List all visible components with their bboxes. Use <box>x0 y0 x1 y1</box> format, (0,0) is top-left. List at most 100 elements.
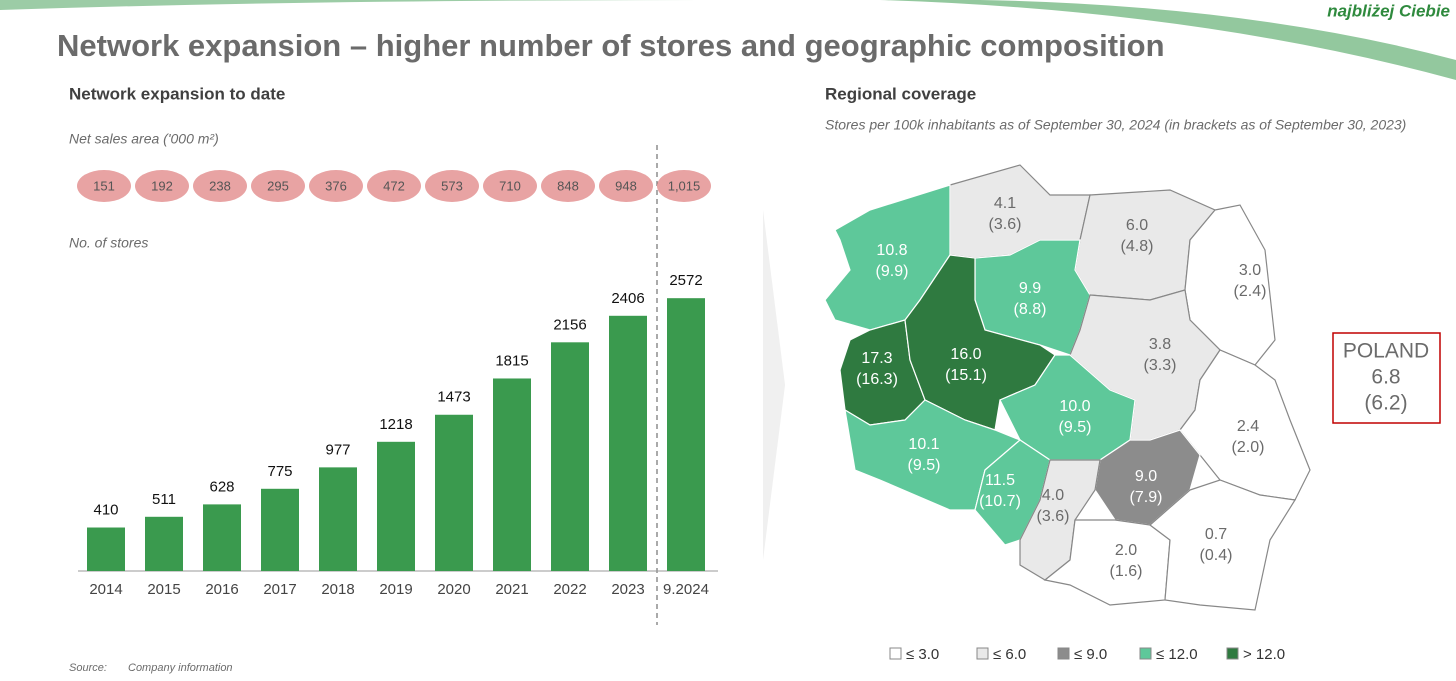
map-title: Regional coverage <box>825 84 976 103</box>
source-text: Company information <box>128 662 233 674</box>
region-value: 9.0 <box>1135 468 1157 485</box>
region-previous: (8.8) <box>1014 301 1047 318</box>
legend-swatch <box>1057 647 1070 660</box>
bar <box>145 516 183 571</box>
sales-area-oval <box>599 170 653 202</box>
sales-area-oval <box>77 170 131 202</box>
legend-label: > 12.0 <box>1243 646 1285 663</box>
poland-box <box>1332 332 1441 424</box>
x-tick-label: 2020 <box>437 581 470 598</box>
x-tick-label: 2017 <box>263 581 296 598</box>
region-value: 10.8 <box>876 242 907 259</box>
region-previous: (9.5) <box>1059 419 1092 436</box>
bar <box>377 441 415 571</box>
sales-area-oval <box>541 170 595 202</box>
bar <box>609 315 647 571</box>
sales-area-label: 151 <box>93 178 115 193</box>
sales-area-oval <box>309 170 363 202</box>
bar <box>87 527 125 571</box>
sales-area-label: 376 <box>325 178 347 193</box>
region-value: 17.3 <box>861 350 892 367</box>
region-previous: (9.9) <box>876 263 909 280</box>
poland-previous: (6.2) <box>1364 392 1407 415</box>
x-tick-label: 2021 <box>495 581 528 598</box>
sales-area-label: 948 <box>615 178 637 193</box>
sales-area-oval <box>251 170 305 202</box>
left-title: Network expansion to date <box>69 84 285 103</box>
x-tick-label: 2022 <box>553 581 586 598</box>
stores-label: No. of stores <box>69 235 148 251</box>
x-tick-label: 2023 <box>611 581 644 598</box>
bar <box>667 298 705 571</box>
value-label: 2572 <box>669 272 702 289</box>
value-label: 410 <box>93 501 118 518</box>
bar <box>203 504 241 571</box>
region-value: 9.9 <box>1019 280 1041 297</box>
region-value: 2.4 <box>1237 418 1259 435</box>
sales-area-oval <box>367 170 421 202</box>
map-subtitle: Stores per 100k inhabitants as of Septem… <box>825 117 1406 133</box>
slide-title: Network expansion – higher number of sto… <box>57 28 1165 63</box>
region-previous: (10.7) <box>979 493 1021 510</box>
sales-area-label: 238 <box>209 178 231 193</box>
sales-area-label: 472 <box>383 178 405 193</box>
region-previous: (2.4) <box>1234 283 1267 300</box>
logo-text: najbliżej Ciebie <box>1327 1 1450 20</box>
region-previous: (3.6) <box>989 216 1022 233</box>
sales-area-label: 192 <box>151 178 173 193</box>
value-label: 775 <box>267 463 292 480</box>
value-label: 2406 <box>611 290 644 307</box>
region-value: 11.5 <box>985 472 1015 489</box>
sales-area-oval <box>657 170 711 202</box>
region-previous: (9.5) <box>908 457 941 474</box>
source-label: Source: <box>69 662 107 674</box>
bar <box>551 342 589 571</box>
sales-area-label: 710 <box>499 178 521 193</box>
poland-value: 6.8 <box>1371 366 1400 389</box>
region-previous: (7.9) <box>1130 489 1163 506</box>
legend-swatch <box>1226 647 1239 660</box>
x-tick-label: 2014 <box>89 581 122 598</box>
value-label: 1473 <box>437 389 470 406</box>
region-previous: (3.6) <box>1037 508 1070 525</box>
region-value: 0.7 <box>1205 526 1227 543</box>
value-label: 1815 <box>495 352 528 369</box>
legend-label: ≤ 3.0 <box>906 646 939 663</box>
legend-swatch <box>976 647 989 660</box>
region-previous: (0.4) <box>1200 547 1233 564</box>
bar <box>319 467 357 571</box>
region-value: 6.0 <box>1126 217 1148 234</box>
sales-area-label: 1,015 <box>668 178 701 193</box>
x-tick-label: 2015 <box>147 581 180 598</box>
divider-arrow <box>763 210 785 560</box>
region-previous: (3.3) <box>1144 357 1177 374</box>
x-tick-label: 9.2024 <box>663 581 709 598</box>
value-label: 628 <box>209 478 234 495</box>
sales-area-label: 573 <box>441 178 463 193</box>
bar <box>261 488 299 571</box>
sales-area-label: Net sales area ('000 m²) <box>69 131 219 147</box>
region-previous: (16.3) <box>856 371 898 388</box>
region-previous: (4.8) <box>1121 238 1154 255</box>
region-previous: (2.0) <box>1232 439 1265 456</box>
map-region <box>1094 429 1201 526</box>
region-value: 3.0 <box>1239 262 1261 279</box>
sales-area-oval <box>425 170 479 202</box>
region-value: 10.0 <box>1059 398 1090 415</box>
sales-area-label: 848 <box>557 178 579 193</box>
region-value: 10.1 <box>908 436 939 453</box>
legend-label: ≤ 9.0 <box>1074 646 1107 663</box>
bar <box>435 414 473 571</box>
value-label: 2156 <box>553 316 586 333</box>
value-label: 511 <box>152 491 176 508</box>
region-previous: (1.6) <box>1110 563 1143 580</box>
legend-swatch <box>889 647 902 660</box>
region-previous: (15.1) <box>945 367 987 384</box>
region-value: 16.0 <box>950 346 981 363</box>
value-label: 1218 <box>379 416 412 433</box>
x-tick-label: 2016 <box>205 581 238 598</box>
map-region <box>1149 479 1296 611</box>
x-tick-label: 2018 <box>321 581 354 598</box>
region-value: 3.8 <box>1149 336 1171 353</box>
